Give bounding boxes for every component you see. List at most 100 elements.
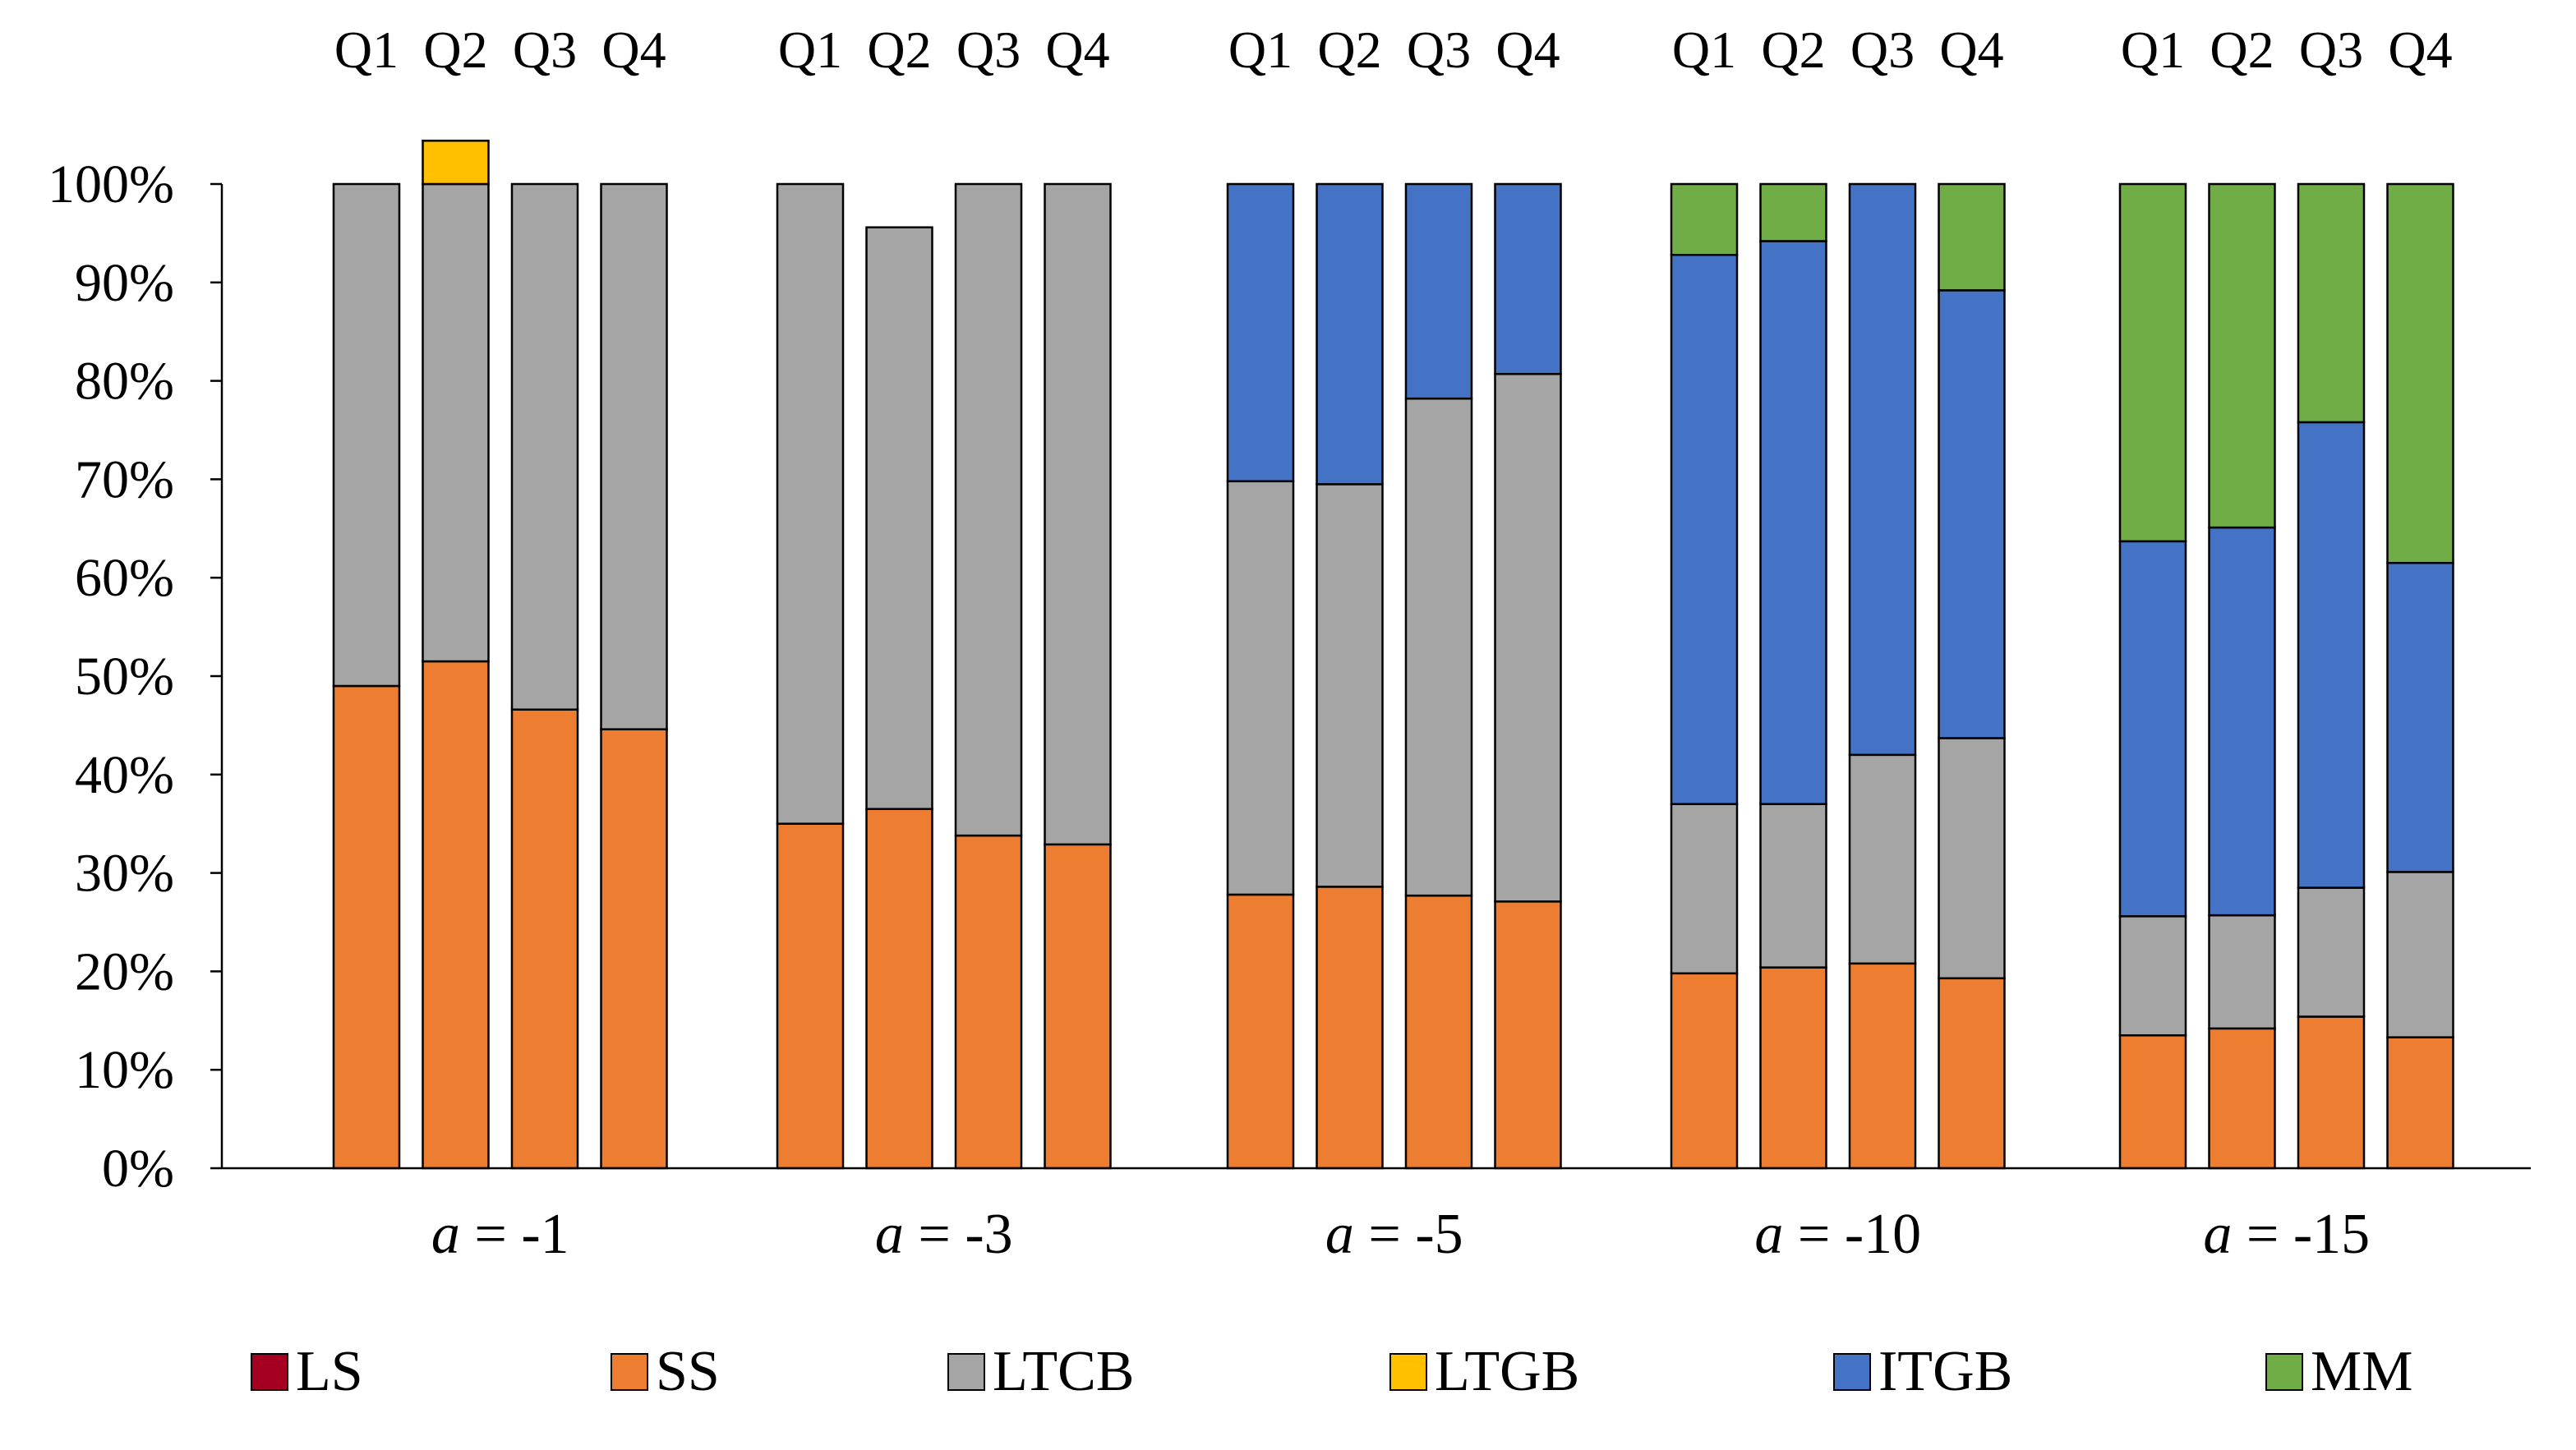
- bar-segment-itgb: [1226, 182, 1295, 483]
- quarter-label: Q4: [2388, 21, 2452, 79]
- bar-segment-ss: [422, 660, 490, 1170]
- bar-segment-mm: [1759, 182, 1827, 242]
- bar-segment-ltcb: [776, 182, 845, 825]
- quarter-label: Q4: [601, 21, 666, 79]
- group-label-value: = -10: [1783, 1203, 1921, 1266]
- bar-segment-ltcb: [865, 226, 933, 810]
- quarter-label: Q3: [2299, 21, 2363, 79]
- bar-segment-mm: [1938, 182, 2006, 292]
- bar-segment-itgb: [1404, 182, 1473, 400]
- bar-segment-ltcb: [1759, 803, 1827, 969]
- bar-segment-ltcb: [1494, 372, 1562, 903]
- quarter-label: Q3: [513, 21, 577, 79]
- bar-segment-ltcb: [2118, 915, 2187, 1037]
- legend-swatch-mm: [2265, 1353, 2303, 1391]
- y-tick-label: 0%: [102, 1139, 174, 1199]
- bar-segment-ss: [1848, 962, 1917, 1170]
- quarter-label: Q3: [1407, 21, 1471, 79]
- bar-segment-ltcb: [1938, 737, 2006, 980]
- legend-swatch-ltgb: [1389, 1353, 1427, 1391]
- group-label-variable: a: [2203, 1203, 2232, 1266]
- bar-segment-mm: [2386, 182, 2454, 564]
- bar-segment-ltcb: [954, 182, 1023, 837]
- bar-segment-ltcb: [510, 182, 579, 711]
- y-tick-label: 70%: [75, 449, 174, 509]
- bar-segment-ltcb: [1316, 483, 1384, 888]
- bar-segment-mm: [2208, 182, 2276, 529]
- bar-segment-itgb: [1848, 182, 1917, 757]
- group-label-value: = -5: [1354, 1203, 1463, 1266]
- quarter-label: Q4: [1495, 21, 1560, 79]
- legend-swatch-ss: [611, 1353, 648, 1391]
- y-tick-label: 10%: [75, 1040, 174, 1100]
- bar-segment-ss: [510, 708, 579, 1170]
- quarter-label: Q4: [1939, 21, 2003, 79]
- bar-segment-ss: [1759, 966, 1827, 1170]
- y-tick-label: 60%: [75, 548, 174, 608]
- legend-swatch-itgb: [1833, 1353, 1871, 1391]
- group-label-value: = -1: [460, 1203, 569, 1266]
- legend-label-ss: SS: [656, 1340, 720, 1403]
- group-label-value: = -3: [904, 1203, 1013, 1266]
- bar-segment-ltgb: [422, 140, 490, 186]
- y-tick-label: 100%: [48, 154, 174, 214]
- quarter-label: Q2: [1317, 21, 1381, 79]
- bar-segment-itgb: [1759, 240, 1827, 805]
- bar-segment-ss: [1404, 894, 1473, 1170]
- group-label: a = -5: [1325, 1203, 1463, 1266]
- quarter-label: Q1: [778, 21, 842, 79]
- legend-label-ltgb: LTGB: [1435, 1340, 1579, 1403]
- bar-segment-ss: [1226, 893, 1295, 1170]
- bar-segment-ss: [2118, 1034, 2187, 1170]
- bar-segment-ltcb: [600, 182, 668, 730]
- bar-segment-ss: [954, 834, 1023, 1170]
- bar-segment-ss: [1938, 977, 2006, 1170]
- bar-segment-ltcb: [1226, 480, 1295, 896]
- bar-segment-itgb: [2208, 526, 2276, 917]
- quarter-label: Q1: [334, 21, 399, 79]
- bar-segment-ss: [2208, 1027, 2276, 1170]
- bar-segment-ltcb: [2297, 886, 2366, 1018]
- group-label: a = -3: [875, 1203, 1013, 1266]
- bar-segment-ss: [2386, 1036, 2454, 1170]
- quarter-label: Q2: [867, 21, 931, 79]
- y-tick-label: 90%: [75, 253, 174, 313]
- group-label-variable: a: [875, 1203, 904, 1266]
- legend-label-ls: LS: [296, 1340, 363, 1403]
- group-label: a = -1: [431, 1203, 569, 1266]
- bar-segment-ss: [1044, 843, 1112, 1170]
- bar-segment-ss: [1316, 886, 1384, 1170]
- legend-swatch-ltcb: [947, 1353, 985, 1391]
- quarter-label: Q1: [1228, 21, 1293, 79]
- group-label-value: = -15: [2232, 1203, 2370, 1266]
- quarter-label: Q2: [2210, 21, 2274, 79]
- bar-segment-itgb: [1938, 289, 2006, 739]
- bar-segment-ltcb: [1404, 397, 1473, 897]
- group-label-variable: a: [1754, 1203, 1783, 1266]
- bar-segment-itgb: [1670, 254, 1739, 805]
- bar-segment-ltcb: [1670, 803, 1739, 975]
- bar-segment-itgb: [1494, 182, 1562, 375]
- quarter-label: Q1: [2121, 21, 2185, 79]
- legend-label-ltcb: LTCB: [993, 1340, 1134, 1403]
- bar-segment-itgb: [1316, 182, 1384, 486]
- bar-segment-ss: [776, 822, 845, 1170]
- bar-segment-itgb: [2386, 561, 2454, 873]
- bar-segment-ss: [600, 728, 668, 1170]
- group-label-variable: a: [1325, 1203, 1354, 1266]
- quarter-label: Q4: [1045, 21, 1109, 79]
- y-tick-label: 50%: [75, 647, 174, 707]
- quarter-label: Q1: [1672, 21, 1736, 79]
- bars-group: [332, 140, 2454, 1170]
- quarter-label: Q2: [423, 21, 487, 79]
- bar-segment-ss: [2297, 1015, 2366, 1170]
- bar-segment-mm: [2118, 182, 2187, 543]
- bar-segment-ss: [332, 684, 401, 1170]
- legend-label-mm: MM: [2311, 1340, 2412, 1403]
- group-label: a = -10: [1754, 1203, 1921, 1266]
- quarter-label: Q3: [956, 21, 1021, 79]
- bar-segment-ltcb: [1044, 182, 1112, 846]
- legend-swatch-ls: [251, 1353, 288, 1391]
